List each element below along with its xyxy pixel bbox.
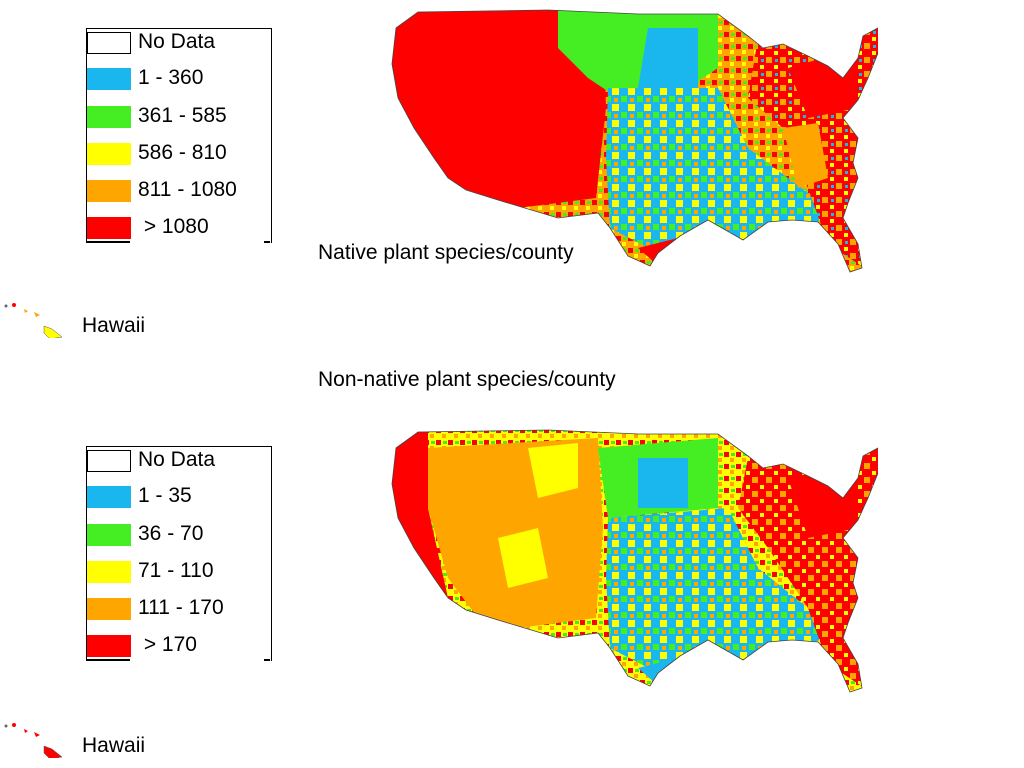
legend-label: 36 - 70 <box>138 522 204 545</box>
legend-divider <box>264 659 270 661</box>
nonnative-hawaii-label: Hawaii <box>82 734 146 757</box>
legend-swatch-yellow <box>87 143 131 165</box>
legend-label: 586 - 810 <box>138 141 227 164</box>
legend-row-1: 1 - 35 <box>87 484 267 512</box>
legend-row-4: 111 - 170 <box>87 596 267 624</box>
legend-label: 1 - 360 <box>138 66 204 89</box>
nonnative-legend: No Data 1 - 35 36 - 70 71 - 110 111 - 17… <box>86 446 272 661</box>
legend-row-5: > 170 <box>87 633 267 661</box>
legend-row-1: 1 - 360 <box>87 66 267 94</box>
nonnative-hawaii-icon <box>4 723 63 758</box>
legend-label: 811 - 1080 <box>138 178 237 201</box>
legend-row-no-data: No Data <box>87 448 267 476</box>
legend-row-4: 811 - 1080 <box>87 178 267 206</box>
legend-label: 111 - 170 <box>138 596 224 619</box>
legend-row-no-data: No Data <box>87 30 267 58</box>
legend-label: 71 - 110 <box>138 559 214 582</box>
legend-divider <box>264 241 270 243</box>
legend-swatch-green <box>87 106 131 128</box>
legend-swatch-green <box>87 524 131 546</box>
legend-divider <box>86 241 130 243</box>
legend-row-2: 36 - 70 <box>87 522 267 550</box>
legend-swatch-no-data <box>87 32 131 54</box>
legend-swatch-blue <box>87 486 131 508</box>
legend-swatch-blue <box>87 68 131 90</box>
legend-swatch-yellow <box>87 561 131 583</box>
native-hawaii-label: Hawaii <box>82 314 146 337</box>
nonnative-us-map <box>391 429 878 693</box>
legend-swatch-red <box>87 217 131 239</box>
nonnative-map-title: Non-native plant species/county <box>318 368 616 391</box>
native-us-map <box>391 9 878 273</box>
legend-label: No Data <box>138 448 216 471</box>
legend-label: 1 - 35 <box>138 484 192 507</box>
native-hawaii-icon <box>4 303 63 338</box>
legend-row-2: 361 - 585 <box>87 104 267 132</box>
legend-row-5: > 1080 <box>87 215 267 243</box>
legend-swatch-red <box>87 635 131 657</box>
legend-row-3: 71 - 110 <box>87 559 267 587</box>
legend-swatch-no-data <box>87 450 131 472</box>
legend-row-3: 586 - 810 <box>87 141 267 169</box>
legend-label: 361 - 585 <box>138 104 227 127</box>
native-legend: No Data 1 - 360 361 - 585 586 - 810 811 … <box>86 28 272 243</box>
native-map-title: Native plant species/county <box>318 241 574 264</box>
legend-label: > 170 <box>138 633 197 656</box>
legend-divider <box>86 659 130 661</box>
legend-swatch-orange <box>87 598 131 620</box>
legend-swatch-orange <box>87 180 131 202</box>
legend-label: > 1080 <box>138 215 209 238</box>
legend-label: No Data <box>138 30 216 53</box>
